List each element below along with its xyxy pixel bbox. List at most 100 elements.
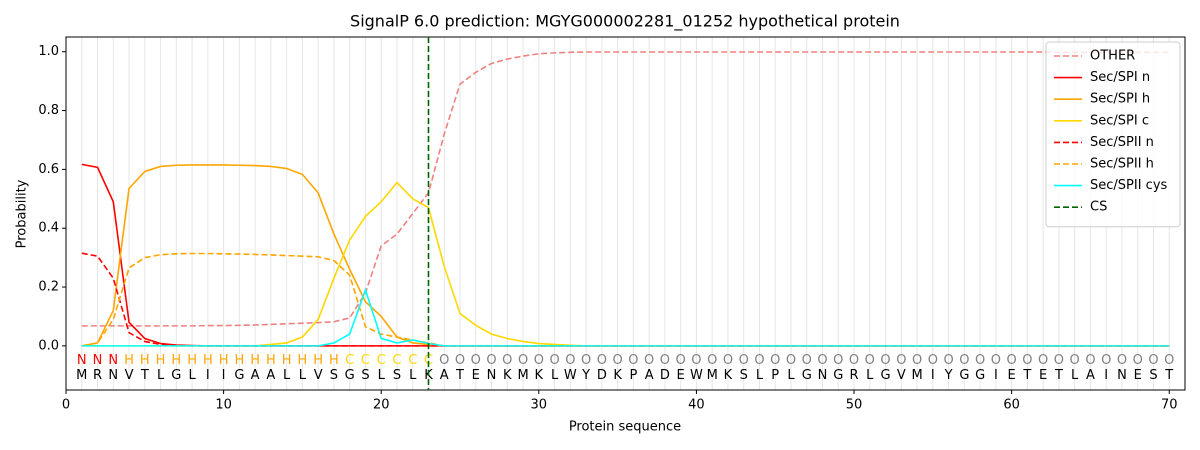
y-tick-label: 0.4: [38, 221, 59, 236]
legend-label: Sec/SPI n: [1090, 70, 1150, 85]
region-label: O: [1164, 353, 1174, 368]
residue: K: [724, 368, 733, 383]
region-label: O: [597, 353, 607, 368]
series-line: [81, 287, 1170, 347]
region-label: O: [817, 353, 827, 368]
residue: A: [266, 368, 275, 383]
residue: E: [1039, 368, 1047, 383]
region-label: O: [865, 353, 875, 368]
residue: R: [93, 368, 102, 383]
region-label: O: [676, 353, 686, 368]
region-label: C: [392, 353, 401, 368]
x-tick-label: 30: [531, 398, 548, 413]
region-label: O: [1101, 353, 1111, 368]
residue: G: [234, 368, 244, 383]
region-label: H: [203, 353, 213, 368]
region-label: O: [912, 353, 922, 368]
region-label: O: [502, 353, 512, 368]
residue: D: [597, 368, 607, 383]
residue: T: [1164, 368, 1173, 383]
residue: N: [818, 368, 828, 383]
region-label: O: [723, 353, 733, 368]
residue: P: [629, 368, 637, 383]
residue: G: [171, 368, 181, 383]
region-label: O: [549, 353, 559, 368]
region-label: O: [581, 353, 591, 368]
legend-label: Sec/SPII h: [1090, 157, 1154, 172]
residue: M: [911, 368, 922, 383]
legend: OTHER Sec/SPI n Sec/SPI h Sec/SPI c Sec/SPII…: [1045, 41, 1181, 228]
region-label: H: [171, 353, 181, 368]
series-line: [81, 252, 1170, 347]
residue: T: [1054, 368, 1063, 383]
region-label: O: [660, 353, 670, 368]
residue: S: [393, 368, 401, 383]
residue: N: [487, 368, 497, 383]
region-label: O: [1117, 353, 1127, 368]
residue: E: [1008, 368, 1016, 383]
residue: L: [756, 368, 764, 383]
region-label: O: [928, 353, 938, 368]
legend-label: Sec/SPII n: [1090, 135, 1154, 150]
region-label: O: [833, 353, 843, 368]
region-label: O: [991, 353, 1001, 368]
residue: K: [503, 368, 512, 383]
region-label: H: [266, 353, 276, 368]
x-tick-label: 10: [215, 398, 232, 413]
x-axis-label: Protein sequence: [569, 420, 681, 435]
residue: D: [660, 368, 670, 383]
region-label: O: [739, 353, 749, 368]
y-tick-label: 0.0: [38, 338, 59, 353]
region-label: O: [455, 353, 465, 368]
residue: N: [1117, 368, 1127, 383]
residue: L: [378, 368, 386, 383]
region-label: O: [1022, 353, 1032, 368]
series-line: [81, 164, 1170, 347]
residue: L: [409, 368, 417, 383]
region-label: O: [1007, 353, 1017, 368]
region-label: H: [219, 353, 229, 368]
residue: S: [1149, 368, 1157, 383]
residue: V: [125, 368, 134, 383]
residue: A: [645, 368, 654, 383]
region-label: N: [108, 353, 118, 368]
region-label: H: [156, 353, 166, 368]
region-label: H: [313, 353, 323, 368]
residue: L: [299, 368, 307, 383]
x-tick-label: 0: [62, 398, 70, 413]
residue: M: [76, 368, 87, 383]
plot-frame: [65, 36, 1186, 391]
legend-label: Sec/SPI h: [1090, 92, 1150, 107]
residue: T: [140, 368, 149, 383]
region-label: O: [613, 353, 623, 368]
legend-label: OTHER: [1090, 49, 1135, 64]
region-label: H: [124, 353, 134, 368]
y-tick-label: 0.6: [38, 162, 59, 177]
series-line: [81, 252, 1170, 347]
residue: E: [1134, 368, 1142, 383]
residue: I: [1104, 368, 1108, 383]
series-line: [81, 163, 1170, 347]
chart-title: SignalP 6.0 prediction: MGYG000002281_01…: [350, 12, 900, 32]
residue: G: [345, 368, 355, 383]
y-tick-label: 0.8: [38, 103, 59, 118]
residue: W: [564, 368, 577, 383]
y-tick-label: 1.0: [38, 44, 59, 59]
residue: Y: [581, 368, 590, 383]
region-label: O: [486, 353, 496, 368]
x-tick-label: 60: [1003, 398, 1020, 413]
residue: W: [690, 368, 703, 383]
x-tick-label: 40: [688, 398, 705, 413]
residue: P: [771, 368, 779, 383]
region-label: O: [802, 353, 812, 368]
region-label: O: [644, 353, 654, 368]
region-label: O: [691, 353, 701, 368]
region-label: O: [1148, 353, 1158, 368]
residue: Y: [944, 368, 953, 383]
residue: A: [251, 368, 260, 383]
residue: L: [188, 368, 196, 383]
region-label: N: [77, 353, 87, 368]
series-line: [81, 181, 1170, 347]
x-tick-label: 70: [1161, 398, 1178, 413]
